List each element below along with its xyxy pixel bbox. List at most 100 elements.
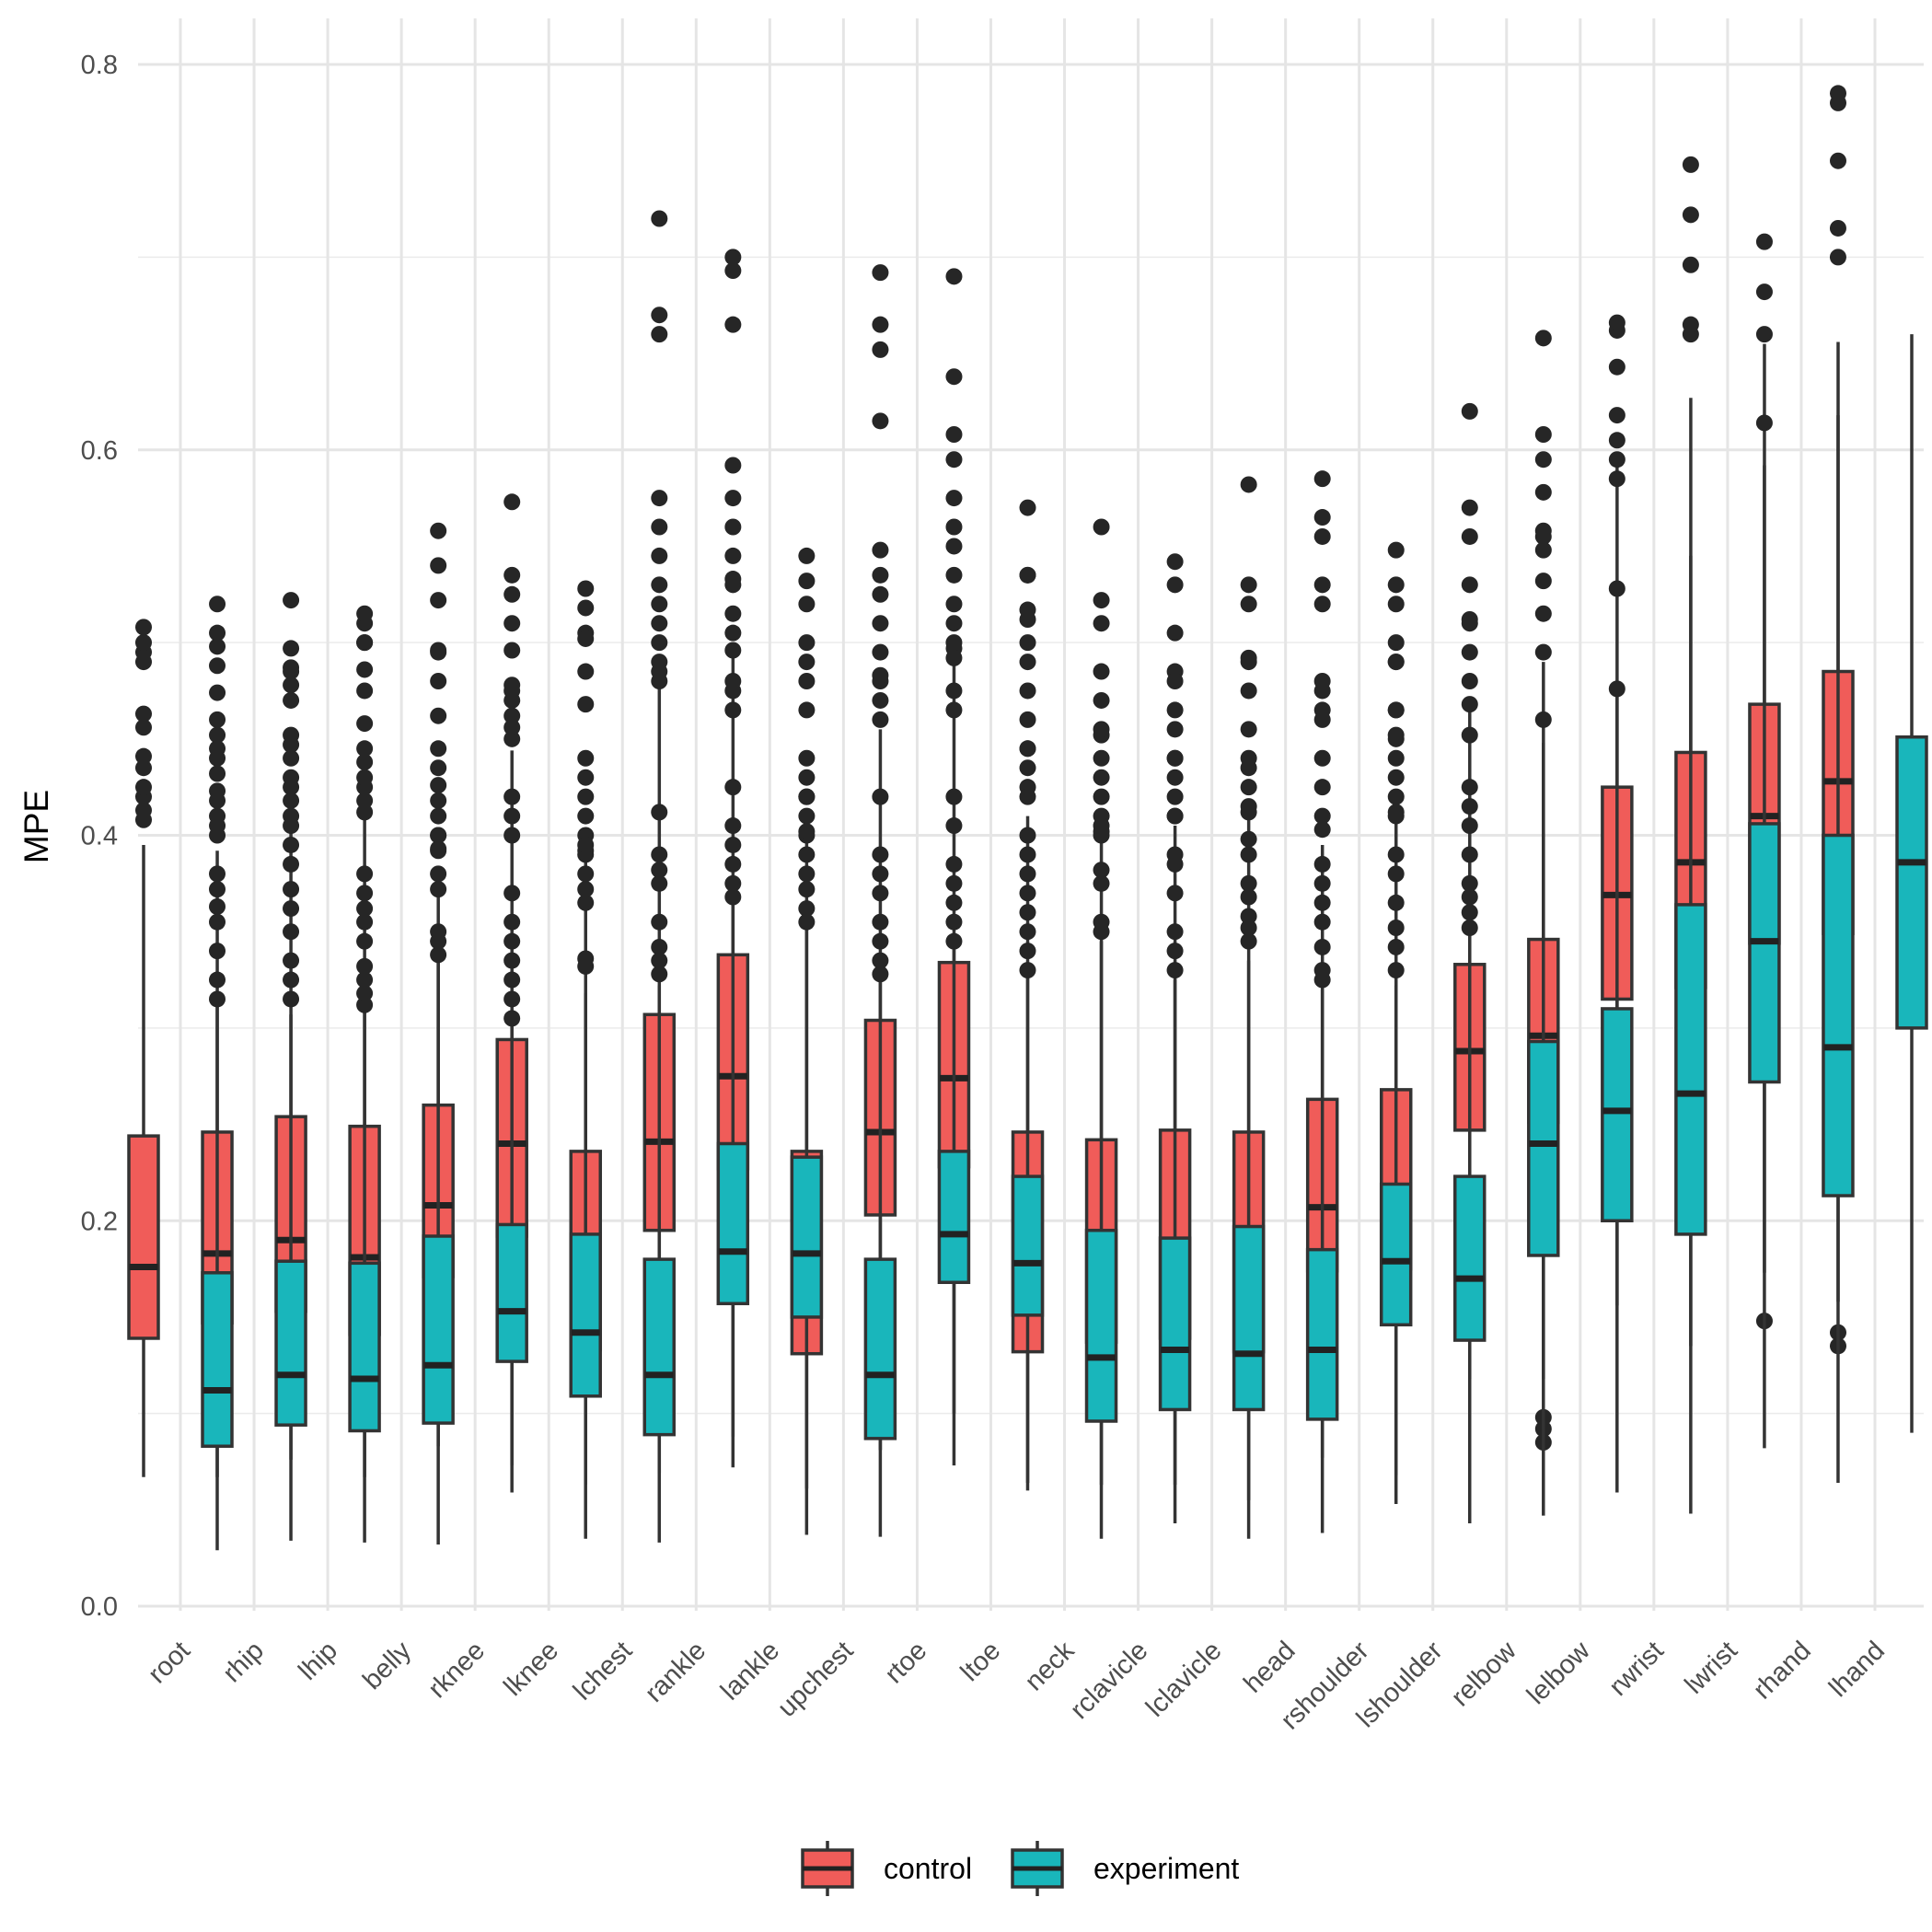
outlier-point xyxy=(1461,817,1478,835)
outlier-point xyxy=(135,747,152,765)
outlier-point xyxy=(1461,576,1478,594)
outlier-point xyxy=(1240,888,1257,906)
outlier-point xyxy=(356,996,374,1013)
outlier-point xyxy=(1240,759,1257,777)
box-iqr xyxy=(201,1271,234,1448)
outlier-point xyxy=(1534,522,1552,539)
outlier-point xyxy=(209,913,226,931)
outlier-point xyxy=(1240,779,1257,796)
box-iqr xyxy=(1601,1007,1634,1222)
outlier-point xyxy=(430,707,447,724)
outlier-point xyxy=(872,264,889,282)
outlier-point xyxy=(945,615,963,632)
outlier-point xyxy=(577,663,595,680)
outlier-point xyxy=(945,538,963,555)
outlier-point xyxy=(1166,624,1184,642)
box-experiment-lclavicle xyxy=(1232,649,1266,1539)
outlier-point xyxy=(1019,740,1036,758)
outlier-point xyxy=(356,634,374,652)
outlier-point xyxy=(577,881,595,898)
outlier-point xyxy=(503,827,521,844)
outlier-point xyxy=(1608,470,1625,488)
outlier-point xyxy=(1387,865,1405,883)
outlier-point xyxy=(1682,256,1699,273)
outlier-point xyxy=(283,855,300,873)
outlier-point xyxy=(283,792,300,809)
outlier-point xyxy=(1313,779,1331,796)
box-experiment-head xyxy=(1305,673,1339,1533)
outlier-point xyxy=(577,749,595,767)
outlier-point xyxy=(651,518,668,536)
y-tick-label: 0.2 xyxy=(81,1207,118,1236)
outlier-point xyxy=(798,634,816,652)
outlier-point xyxy=(945,566,963,584)
outlier-point xyxy=(283,749,300,767)
outlier-point xyxy=(577,788,595,805)
outlier-point xyxy=(209,726,226,744)
outlier-point xyxy=(1166,576,1184,594)
outlier-point xyxy=(135,802,152,819)
box-iqr xyxy=(1379,1182,1413,1327)
outlier-point xyxy=(798,701,816,719)
outlier-point xyxy=(283,640,300,657)
outlier-point xyxy=(1534,643,1552,661)
outlier-point xyxy=(1093,721,1110,738)
outlier-point xyxy=(356,682,374,700)
outlier-point xyxy=(872,952,889,969)
box-iqr xyxy=(1674,903,1707,1236)
outlier-point xyxy=(503,788,521,805)
outlier-point xyxy=(1019,846,1036,863)
outlier-point xyxy=(651,307,668,324)
box-experiment-lchest xyxy=(642,663,677,1543)
outlier-point xyxy=(1166,721,1184,738)
outlier-point xyxy=(798,547,816,564)
outlier-point xyxy=(1461,798,1478,816)
box-experiment-rwrist xyxy=(1674,316,1707,1514)
outlier-point xyxy=(356,985,374,1002)
outlier-point xyxy=(798,807,816,825)
outlier-point xyxy=(283,923,300,941)
outlier-point xyxy=(135,759,152,777)
outlier-point xyxy=(1019,943,1036,960)
outlier-point xyxy=(430,522,447,539)
outlier-point xyxy=(209,765,226,782)
outlier-point xyxy=(872,615,889,632)
outlier-point xyxy=(503,493,521,511)
legend: control experiment xyxy=(801,1841,1239,1896)
outlier-point xyxy=(1461,611,1478,628)
outlier-point xyxy=(798,788,816,805)
outlier-point xyxy=(651,596,668,613)
outlier-point xyxy=(945,268,963,285)
outlier-point xyxy=(945,701,963,719)
outlier-point xyxy=(503,566,521,584)
outlier-point xyxy=(1313,913,1331,931)
outlier-point xyxy=(209,624,226,642)
outlier-point xyxy=(135,634,152,652)
outlier-point xyxy=(283,691,300,709)
box-experiment-root xyxy=(201,657,234,1551)
outlier-point xyxy=(1387,596,1405,613)
outlier-point xyxy=(651,576,668,594)
box-experiment-neck xyxy=(1084,663,1118,1539)
outlier-point xyxy=(651,615,668,632)
box-iqr xyxy=(1158,1236,1192,1412)
outlier-point xyxy=(1313,894,1331,911)
outlier-point xyxy=(503,932,521,950)
box-iqr xyxy=(348,1261,381,1433)
outlier-point xyxy=(1166,807,1184,825)
outlier-point xyxy=(945,490,963,507)
outlier-point xyxy=(1240,596,1257,613)
outlier-point xyxy=(1019,601,1036,619)
outlier-point xyxy=(1093,518,1110,536)
box-iqr xyxy=(1895,735,1928,1030)
outlier-point xyxy=(1019,827,1036,844)
y-tick-label: 0.4 xyxy=(81,822,118,851)
outlier-point xyxy=(135,705,152,723)
outlier-point xyxy=(1387,541,1405,559)
outlier-point xyxy=(1240,932,1257,950)
box-iqr xyxy=(863,1257,897,1440)
outlier-point xyxy=(356,605,374,622)
y-tick-label: 0.0 xyxy=(81,1592,118,1622)
outlier-point xyxy=(1093,874,1110,892)
outlier-point xyxy=(1240,908,1257,925)
